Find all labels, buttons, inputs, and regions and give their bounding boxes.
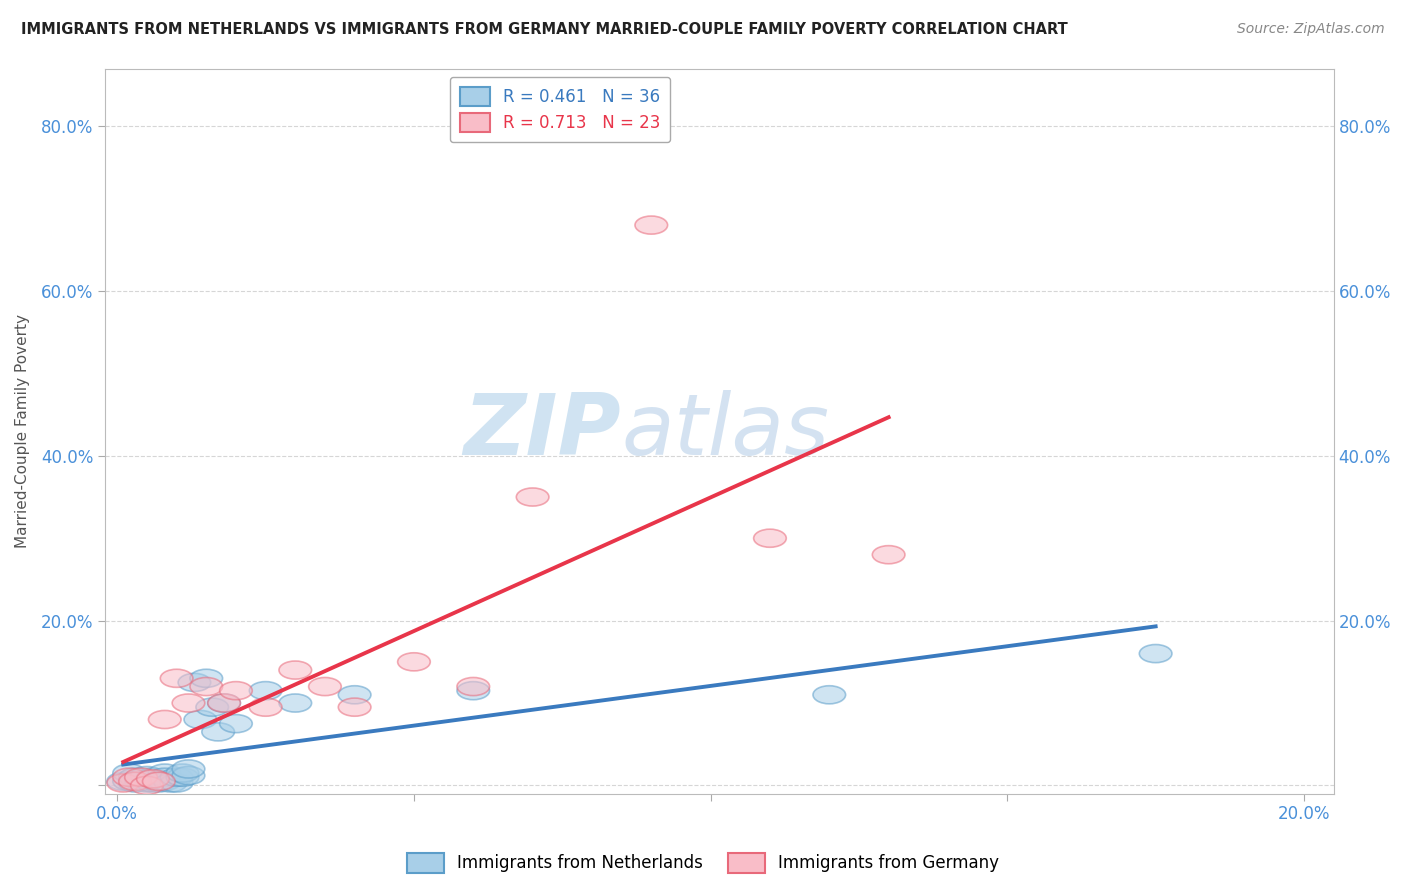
Ellipse shape: [190, 678, 222, 696]
Ellipse shape: [142, 772, 176, 790]
Ellipse shape: [249, 698, 283, 716]
Legend: R = 0.461   N = 36, R = 0.713   N = 23: R = 0.461 N = 36, R = 0.713 N = 23: [450, 77, 671, 142]
Ellipse shape: [136, 774, 169, 792]
Ellipse shape: [339, 698, 371, 716]
Ellipse shape: [309, 678, 342, 696]
Ellipse shape: [872, 546, 905, 564]
Ellipse shape: [516, 488, 548, 506]
Ellipse shape: [125, 772, 157, 790]
Text: IMMIGRANTS FROM NETHERLANDS VS IMMIGRANTS FROM GERMANY MARRIED-COUPLE FAMILY POV: IMMIGRANTS FROM NETHERLANDS VS IMMIGRANT…: [21, 22, 1067, 37]
Ellipse shape: [160, 768, 193, 786]
Ellipse shape: [149, 768, 181, 786]
Text: atlas: atlas: [621, 390, 830, 473]
Ellipse shape: [457, 681, 489, 699]
Ellipse shape: [202, 723, 235, 741]
Ellipse shape: [131, 776, 163, 795]
Ellipse shape: [1139, 645, 1173, 663]
Ellipse shape: [172, 694, 205, 712]
Ellipse shape: [195, 698, 229, 716]
Ellipse shape: [172, 760, 205, 778]
Ellipse shape: [457, 678, 489, 696]
Ellipse shape: [398, 653, 430, 671]
Ellipse shape: [219, 714, 252, 732]
Text: ZIP: ZIP: [464, 390, 621, 473]
Ellipse shape: [149, 764, 181, 782]
Ellipse shape: [112, 764, 145, 782]
Ellipse shape: [125, 768, 157, 786]
Ellipse shape: [131, 774, 163, 792]
Ellipse shape: [172, 766, 205, 785]
Ellipse shape: [155, 774, 187, 792]
Ellipse shape: [136, 768, 169, 786]
Ellipse shape: [118, 772, 152, 790]
Ellipse shape: [107, 772, 139, 790]
Ellipse shape: [142, 774, 176, 792]
Ellipse shape: [179, 673, 211, 691]
Ellipse shape: [125, 770, 157, 788]
Ellipse shape: [142, 772, 176, 790]
Legend: Immigrants from Netherlands, Immigrants from Germany: Immigrants from Netherlands, Immigrants …: [401, 847, 1005, 880]
Ellipse shape: [249, 681, 283, 699]
Text: Source: ZipAtlas.com: Source: ZipAtlas.com: [1237, 22, 1385, 37]
Ellipse shape: [278, 661, 312, 679]
Ellipse shape: [112, 772, 145, 790]
Ellipse shape: [813, 686, 845, 704]
Ellipse shape: [166, 768, 198, 786]
Ellipse shape: [149, 710, 181, 729]
Ellipse shape: [160, 774, 193, 792]
Ellipse shape: [208, 694, 240, 712]
Ellipse shape: [166, 764, 198, 782]
Ellipse shape: [107, 774, 139, 792]
Y-axis label: Married-Couple Family Poverty: Married-Couple Family Poverty: [15, 314, 30, 548]
Ellipse shape: [118, 768, 152, 786]
Ellipse shape: [278, 694, 312, 712]
Ellipse shape: [219, 681, 252, 699]
Ellipse shape: [149, 772, 181, 790]
Ellipse shape: [112, 768, 145, 786]
Ellipse shape: [160, 669, 193, 688]
Ellipse shape: [754, 529, 786, 548]
Ellipse shape: [118, 774, 152, 792]
Ellipse shape: [131, 766, 163, 785]
Ellipse shape: [190, 669, 222, 688]
Ellipse shape: [184, 710, 217, 729]
Ellipse shape: [636, 216, 668, 235]
Ellipse shape: [339, 686, 371, 704]
Ellipse shape: [136, 770, 169, 788]
Ellipse shape: [208, 694, 240, 712]
